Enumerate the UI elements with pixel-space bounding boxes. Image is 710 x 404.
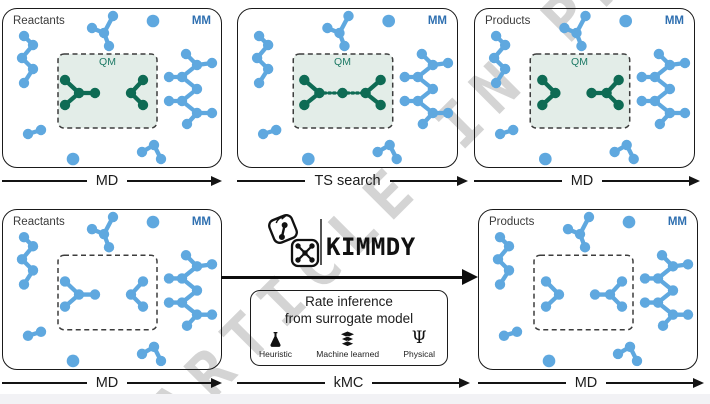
mm-region-label: MM bbox=[664, 15, 684, 27]
neural-network-icon bbox=[339, 329, 356, 348]
arrowhead-icon bbox=[457, 176, 468, 186]
panel-top-products: Products MM QM bbox=[474, 8, 695, 168]
arrow-label: kMC bbox=[333, 375, 364, 391]
logo-separator bbox=[320, 219, 322, 265]
kmc-arrow: kMC bbox=[237, 375, 470, 391]
page-bottom-strip bbox=[0, 394, 710, 404]
mm-region-label: MM bbox=[427, 15, 447, 27]
rate-methods-row: Heuristic Machine learned Ψ Physical bbox=[251, 328, 447, 359]
method-physical: Ψ Physical bbox=[403, 327, 435, 359]
kimmdy-dice-icon bbox=[268, 214, 320, 268]
arrowhead-icon bbox=[462, 268, 478, 285]
panel-title: Products bbox=[485, 15, 531, 27]
arrowhead-icon bbox=[693, 378, 704, 388]
md-arrow-top-right: MD bbox=[474, 173, 700, 189]
md-arrow-bottom-left: MD bbox=[2, 375, 222, 391]
arrow-label: MD bbox=[574, 375, 598, 391]
molecule-canvas bbox=[16, 10, 218, 166]
md-arrow-bottom-right: MD bbox=[478, 375, 704, 391]
qm-region-label: QM bbox=[571, 56, 588, 68]
molecule-canvas bbox=[488, 10, 691, 166]
method-label: Physical bbox=[403, 348, 435, 359]
kimmdy-transition-arrow bbox=[221, 275, 464, 279]
mm-region-label: MM bbox=[667, 216, 687, 228]
panel-title: Reactants bbox=[13, 15, 65, 27]
panel-top-reactants: Reactants MM QM bbox=[2, 8, 222, 168]
rate-box-title-line2: from surrogate model bbox=[284, 310, 414, 326]
method-label: Heuristic bbox=[259, 348, 293, 359]
arrowhead-icon bbox=[211, 176, 222, 186]
psi-icon: Ψ bbox=[411, 327, 427, 348]
arrow-line bbox=[478, 382, 566, 384]
arrow-label: TS search bbox=[314, 173, 381, 189]
molecule-canvas bbox=[16, 211, 218, 368]
arrow-line bbox=[602, 180, 690, 182]
panel-title: Products bbox=[489, 216, 535, 228]
arrow-line bbox=[2, 180, 87, 182]
qm-region-label: QM bbox=[334, 56, 351, 68]
arrow-label: MD bbox=[95, 375, 119, 391]
panel-bottom-products: Products MM bbox=[478, 209, 698, 370]
arrow-label: MD bbox=[570, 173, 594, 189]
mm-region-label: MM bbox=[191, 216, 211, 228]
arrowhead-icon bbox=[459, 378, 470, 388]
method-heuristic: Heuristic bbox=[259, 329, 292, 359]
mm-region-label: MM bbox=[191, 15, 211, 27]
rate-box-title-line1: Rate inference bbox=[305, 294, 393, 309]
molecule-canvas bbox=[492, 211, 694, 368]
panel-title: Reactants bbox=[13, 216, 65, 228]
method-machine-learned: Machine learned bbox=[316, 329, 379, 359]
qm-region-label: QM bbox=[99, 56, 116, 68]
arrow-line bbox=[237, 180, 306, 182]
ts-search-arrow: TS search bbox=[237, 173, 468, 189]
arrowhead-icon bbox=[689, 176, 700, 186]
molecule-canvas bbox=[251, 10, 454, 166]
arrow-line bbox=[237, 382, 325, 384]
arrow-line bbox=[474, 180, 562, 182]
flask-icon bbox=[269, 329, 282, 348]
arrow-line bbox=[606, 382, 694, 384]
method-label: Machine learned bbox=[316, 348, 380, 359]
arrow-line bbox=[372, 382, 460, 384]
panel-bottom-reactants: Reactants MM bbox=[2, 209, 222, 370]
arrow-line bbox=[2, 382, 87, 384]
arrow-line bbox=[389, 180, 458, 182]
arrow-line bbox=[127, 180, 212, 182]
arrow-line bbox=[127, 382, 212, 384]
panel-top-ts: MM QM bbox=[237, 8, 458, 168]
rate-inference-box: Rate inference from surrogate model Heur… bbox=[250, 290, 448, 366]
arrow-label: MD bbox=[95, 173, 119, 189]
md-arrow-top-left: MD bbox=[2, 173, 222, 189]
kimmdy-logo-text: KIMMDY bbox=[326, 233, 416, 261]
arrowhead-icon bbox=[211, 378, 222, 388]
